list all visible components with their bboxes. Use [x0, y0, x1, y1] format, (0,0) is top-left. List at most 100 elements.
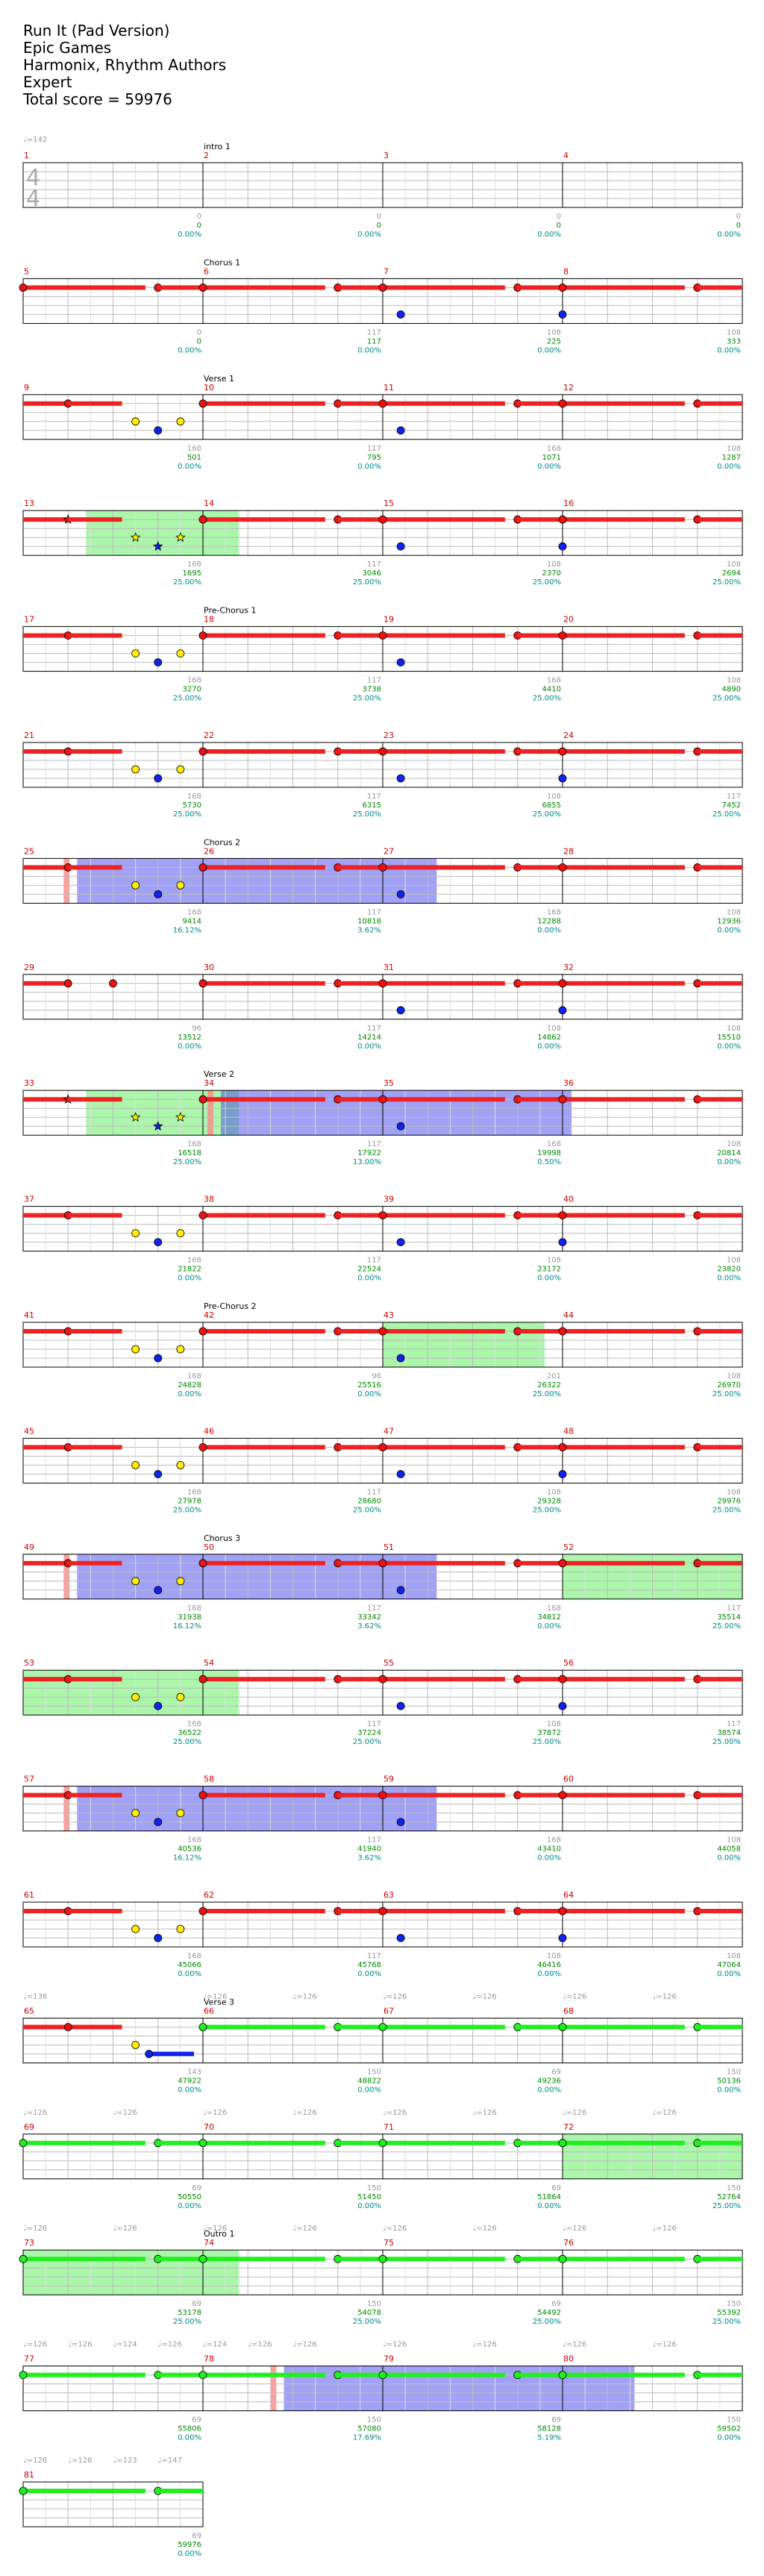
- running-score: 6855: [542, 801, 561, 810]
- measure-box: [562, 1437, 743, 1484]
- measure-number: 57: [24, 1775, 34, 1784]
- measure-points: 150: [367, 2300, 381, 2308]
- sustain-bar: [697, 517, 742, 522]
- measure-points: 69: [192, 2532, 201, 2540]
- measure-number: 18: [204, 615, 214, 625]
- tempo-marker: ♩=126: [653, 2109, 677, 2117]
- star-note: [152, 1121, 163, 1131]
- overdrive-percent: 25.00%: [173, 810, 201, 819]
- running-score: 26970: [717, 1381, 741, 1389]
- measure-points: 108: [727, 1836, 741, 1845]
- running-score: 58128: [537, 2425, 561, 2433]
- overdrive-percent: 25.00%: [173, 1158, 201, 1166]
- red-note: [198, 1443, 207, 1451]
- tempo-marker: ♩=126: [293, 2225, 317, 2233]
- overdrive-percent: 25.00%: [173, 695, 201, 703]
- activation-marker: [63, 858, 70, 904]
- running-score: 40536: [178, 1845, 201, 1854]
- measure-4: [562, 162, 743, 208]
- sustain-bar: [383, 2257, 505, 2262]
- song-title: Run It (Pad Version): [23, 22, 170, 40]
- running-score: 2370: [542, 569, 561, 578]
- sustain-bar: [563, 285, 685, 290]
- running-score: 12936: [717, 917, 741, 925]
- running-score: 0: [557, 222, 561, 230]
- measure-number: 20: [563, 615, 574, 625]
- sustain-bar: [337, 2257, 383, 2262]
- running-score: 53178: [178, 2309, 201, 2317]
- running-score: 59502: [717, 2425, 741, 2433]
- overdrive-percent: 0.00%: [357, 1275, 381, 1283]
- running-score: 0: [736, 222, 741, 230]
- measure-number: 26: [204, 846, 214, 856]
- measure-number: 4: [563, 151, 569, 160]
- sustain-bar: [383, 749, 505, 754]
- sustain-bar: [563, 2140, 685, 2145]
- tempo-marker: ♩=126: [473, 2109, 497, 2117]
- measure-points: 168: [547, 677, 561, 685]
- measure-number: 16: [563, 498, 574, 508]
- sustain-bar: [337, 285, 383, 290]
- red-note: [378, 1211, 387, 1219]
- measure-points: 168: [187, 1488, 201, 1496]
- overdrive-percent: 25.00%: [173, 1738, 201, 1746]
- yellow-note: [176, 765, 185, 774]
- sustain-bar: [563, 633, 685, 638]
- tempo-marker: ♩=126: [23, 2225, 47, 2233]
- overdrive-percent: 0.00%: [537, 1622, 561, 1631]
- tempo-marker: ♩=126: [383, 2225, 407, 2233]
- sustain-bar: [697, 2257, 742, 2262]
- blue-note: [558, 1238, 567, 1246]
- measure-3: [382, 162, 563, 208]
- sustain-bar: [383, 517, 505, 522]
- yellow-note: [176, 1345, 185, 1354]
- red-note: [558, 1443, 567, 1451]
- sustain-bar: [157, 2257, 203, 2262]
- red-note: [63, 979, 72, 988]
- measure-points: 168: [187, 1952, 201, 1960]
- measure-points: 117: [367, 1836, 381, 1845]
- measure-number: 62: [204, 1890, 214, 1900]
- green-note: [378, 2022, 387, 2031]
- measure-box: [562, 626, 743, 672]
- green-note: [378, 2139, 387, 2148]
- sustain-bar: [157, 2140, 203, 2145]
- sustain-bar: [517, 633, 563, 638]
- tempo-marker: ♩=124: [113, 2341, 137, 2349]
- yellow-note: [131, 1577, 140, 1586]
- red-note: [378, 399, 387, 408]
- measure-box: [562, 2017, 743, 2063]
- blue-note: [396, 658, 405, 666]
- red-note: [198, 979, 207, 988]
- measure-points: 108: [547, 1257, 561, 1265]
- tempo-marker: ♩=136: [23, 1992, 47, 2001]
- measure-points: 117: [367, 1025, 381, 1033]
- tempo-marker: ♩=124: [203, 2341, 227, 2349]
- sustain-bar: [203, 1329, 325, 1334]
- sustain-bar: [203, 749, 325, 754]
- measure-number: 14: [204, 498, 214, 508]
- overdrive-percent: 0.00%: [537, 231, 561, 239]
- measure-number: 8: [563, 266, 569, 276]
- red-note: [63, 2022, 72, 2031]
- sustain-bar: [517, 1677, 563, 1682]
- measure-number: 9: [24, 383, 29, 393]
- sustain-bar: [203, 401, 325, 406]
- running-score: 795: [367, 454, 381, 462]
- blue-note: [396, 1586, 405, 1595]
- measure-points: 168: [187, 1720, 201, 1728]
- yellow-note: [176, 1461, 185, 1469]
- running-score: 3046: [363, 569, 381, 578]
- running-score: 0: [377, 222, 381, 230]
- overdrive-percent: 0.00%: [717, 2434, 741, 2442]
- yellow-note: [131, 881, 140, 890]
- red-note: [378, 283, 387, 292]
- measure-points: 108: [727, 1372, 741, 1381]
- red-note: [378, 1791, 387, 1800]
- measure-number: 22: [204, 731, 214, 740]
- overdrive-percent: 25.00%: [713, 695, 741, 703]
- sustain-bar: [517, 2025, 563, 2030]
- sustain-bar: [337, 1445, 383, 1450]
- running-score: 501: [187, 454, 201, 462]
- measure-box: [562, 1090, 743, 1136]
